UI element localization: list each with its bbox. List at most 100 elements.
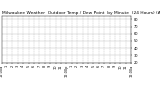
Point <box>3 48 6 49</box>
Point <box>105 46 108 47</box>
Point <box>54 39 57 40</box>
Point <box>129 53 131 54</box>
Point <box>119 55 121 57</box>
Point <box>100 50 102 51</box>
Point <box>110 49 113 50</box>
Point <box>19 44 21 45</box>
Point <box>35 38 38 40</box>
Point <box>65 24 68 26</box>
Point <box>74 23 76 24</box>
Point <box>34 57 36 58</box>
Point <box>37 37 39 38</box>
Point <box>120 53 123 54</box>
Point <box>22 42 24 43</box>
Point <box>96 39 99 41</box>
Point <box>99 50 102 51</box>
Point <box>98 43 100 45</box>
Point <box>86 28 88 29</box>
Point <box>4 52 7 53</box>
Point <box>56 31 59 33</box>
Point <box>75 25 77 26</box>
Point <box>76 42 79 43</box>
Point <box>84 25 87 27</box>
Point <box>80 44 82 45</box>
Point <box>72 22 75 24</box>
Point <box>16 46 18 47</box>
Point <box>97 39 99 41</box>
Point <box>43 47 46 48</box>
Point <box>33 38 35 40</box>
Point <box>123 56 126 57</box>
Point <box>69 37 72 39</box>
Point <box>64 35 66 36</box>
Point <box>111 52 114 54</box>
Point <box>9 47 11 49</box>
Point <box>58 29 61 31</box>
Point <box>26 41 28 43</box>
Point <box>129 57 131 58</box>
Point <box>100 43 102 44</box>
Point <box>18 44 21 46</box>
Point <box>77 23 80 24</box>
Point <box>53 37 56 39</box>
Point <box>61 27 63 28</box>
Point <box>12 54 15 55</box>
Point <box>2 50 5 51</box>
Point <box>39 51 41 53</box>
Point <box>78 23 80 24</box>
Point <box>78 42 81 44</box>
Point <box>57 37 59 38</box>
Point <box>6 49 9 50</box>
Point <box>115 51 118 53</box>
Point <box>115 55 117 57</box>
Point <box>19 44 22 45</box>
Point <box>68 21 70 23</box>
Point <box>42 47 44 48</box>
Point <box>97 49 100 50</box>
Point <box>86 45 88 46</box>
Point <box>104 51 106 52</box>
Point <box>72 40 75 42</box>
Point <box>17 45 20 47</box>
Point <box>50 37 53 38</box>
Point <box>28 40 30 42</box>
Point <box>90 47 93 48</box>
Point <box>6 52 8 54</box>
Point <box>75 40 78 42</box>
Point <box>91 32 93 34</box>
Point <box>70 21 72 23</box>
Point <box>26 42 28 43</box>
Point <box>127 56 129 58</box>
Point <box>68 20 70 21</box>
Point <box>56 32 58 34</box>
Point <box>111 54 113 55</box>
Point <box>87 46 90 47</box>
Point <box>93 36 95 37</box>
Point <box>47 37 50 38</box>
Point <box>106 48 109 49</box>
Point <box>77 43 80 44</box>
Point <box>17 54 20 55</box>
Point <box>4 50 7 51</box>
Point <box>52 39 55 40</box>
Point <box>121 55 124 56</box>
Point <box>91 47 93 48</box>
Point <box>111 49 114 50</box>
Point <box>13 54 16 55</box>
Point <box>85 26 88 27</box>
Point <box>103 44 106 46</box>
Point <box>40 50 42 51</box>
Point <box>101 43 103 44</box>
Point <box>9 47 12 49</box>
Point <box>1 48 3 50</box>
Point <box>82 43 85 45</box>
Point <box>40 34 42 36</box>
Point <box>103 44 105 45</box>
Point <box>102 50 104 51</box>
Point <box>82 44 85 46</box>
Point <box>19 55 22 56</box>
Point <box>107 46 109 48</box>
Point <box>125 52 128 54</box>
Point <box>101 50 103 51</box>
Point <box>121 52 124 53</box>
